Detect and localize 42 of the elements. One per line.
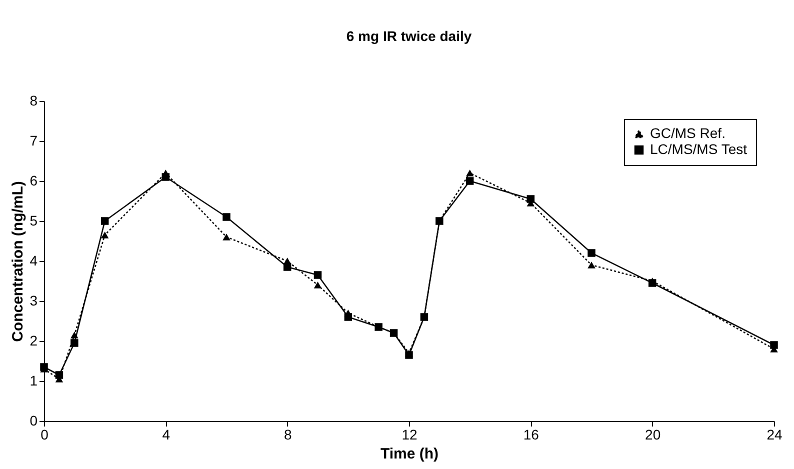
point — [222, 213, 230, 221]
point — [648, 279, 656, 287]
x-tick-label: 4 — [162, 426, 170, 442]
chart-title: 6 mg IR twice daily — [346, 28, 472, 44]
point — [70, 339, 78, 347]
point — [100, 217, 109, 225]
point — [405, 351, 413, 359]
point — [283, 263, 292, 271]
y-tick-label: 1 — [30, 372, 38, 388]
x-tick-label: 16 — [523, 426, 540, 442]
y-tick-label: 2 — [30, 332, 38, 348]
point — [100, 232, 109, 238]
point — [70, 332, 78, 338]
point — [222, 234, 230, 240]
point — [770, 341, 778, 349]
point — [588, 249, 596, 257]
point — [314, 271, 322, 279]
y-tick-label: 8 — [30, 92, 38, 108]
legend-label: GC/MS Ref. — [650, 125, 726, 141]
point — [162, 173, 170, 181]
y-tick-label: 6 — [30, 172, 38, 188]
point — [526, 195, 535, 203]
x-tick-label: 8 — [284, 426, 292, 442]
y-tick-label: 3 — [30, 292, 38, 308]
point — [55, 371, 64, 379]
point — [466, 170, 474, 176]
x-tick-label: 20 — [645, 426, 661, 442]
y-tick-label: 4 — [30, 252, 38, 268]
x-tick-label: 24 — [766, 426, 782, 442]
y-tick-label: 5 — [30, 212, 38, 228]
x-axis-title: Time (h) — [380, 446, 439, 462]
x-tick-label: 0 — [40, 426, 49, 442]
point — [314, 282, 322, 288]
y-tick-label: 7 — [30, 132, 38, 148]
point — [588, 262, 596, 268]
point — [344, 313, 352, 321]
x-tick-label: 12 — [402, 426, 418, 442]
y-tick-label: 0 — [30, 412, 38, 428]
y-axis-title: Concentration (ng/mL) — [10, 181, 27, 342]
point — [466, 177, 474, 185]
legend-label: LC/MS/MS Test — [650, 141, 748, 157]
point — [40, 363, 48, 371]
